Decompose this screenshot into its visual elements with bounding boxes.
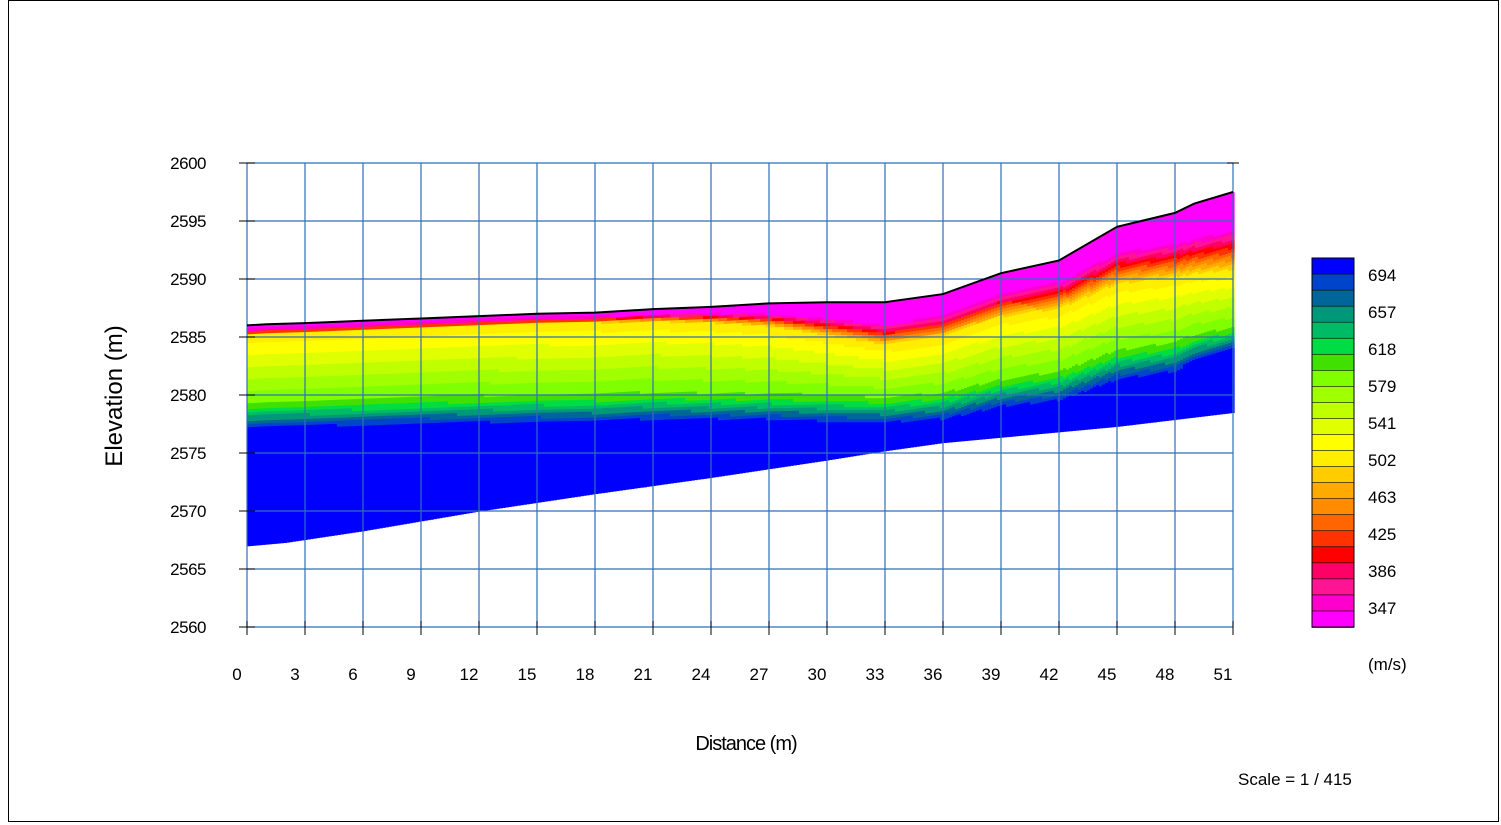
- velocity-section-chart: 256025652570257525802585259025952600 036…: [0, 0, 1501, 825]
